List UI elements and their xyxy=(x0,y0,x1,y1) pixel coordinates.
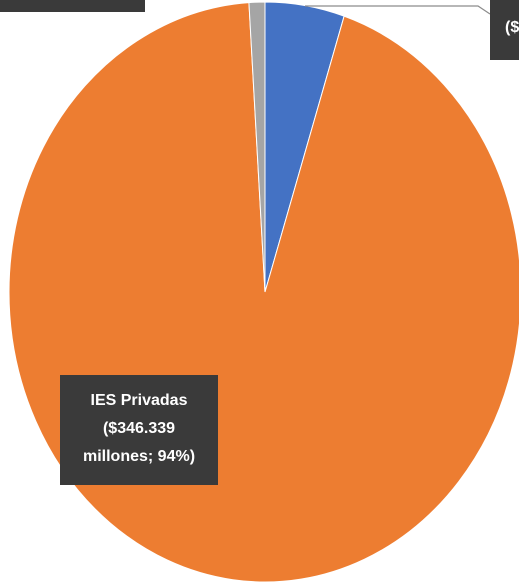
data-label: ($ xyxy=(505,19,519,36)
leader-line xyxy=(305,5,491,15)
slice xyxy=(248,1,266,293)
data-label: IES Privadas xyxy=(91,392,188,409)
data-label: millones; 94%) xyxy=(83,448,195,465)
labels: ($ IES Privadas ($346.339 millones; 94%) xyxy=(60,0,519,485)
label-box xyxy=(0,0,145,12)
label-box xyxy=(490,0,519,60)
label-box xyxy=(60,375,218,485)
data-label: ($346.339 xyxy=(103,420,175,437)
pie xyxy=(8,1,519,583)
